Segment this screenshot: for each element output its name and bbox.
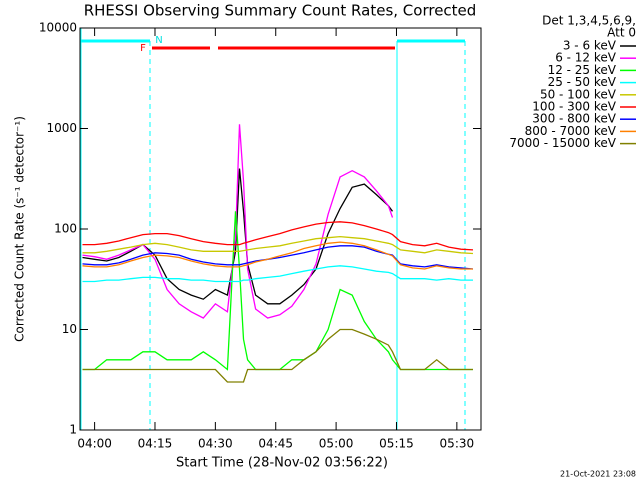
y-axis-label: Corrected Count Rate (s⁻¹ detector⁻¹) bbox=[13, 116, 27, 342]
y-tick-label: 1 bbox=[69, 423, 77, 437]
legend-header: Det 1,3,4,5,6,9, bbox=[542, 14, 636, 28]
legend-label: 800 - 7000 keV bbox=[525, 124, 617, 138]
legend-label: 50 - 100 keV bbox=[540, 87, 617, 101]
annotation: F bbox=[140, 43, 146, 54]
footer: 21-Oct-2021 23:08 bbox=[560, 470, 636, 479]
y-tick-label: 10000 bbox=[39, 21, 77, 35]
legend-label: 3 - 6 keV bbox=[563, 39, 617, 53]
y-tick-label: 1000 bbox=[46, 121, 77, 135]
x-tick-label: 05:15 bbox=[379, 437, 414, 451]
series-line bbox=[82, 235, 474, 255]
x-tick-label: 04:30 bbox=[198, 437, 233, 451]
x-tick-label: 04:15 bbox=[138, 437, 173, 451]
chart-title: RHESSI Observing Summary Count Rates, Co… bbox=[84, 2, 477, 20]
series-line bbox=[82, 221, 474, 251]
legend-label: 100 - 300 keV bbox=[532, 100, 616, 114]
series-line bbox=[82, 265, 473, 283]
x-tick-label: 04:45 bbox=[258, 437, 293, 451]
x-tick-label: 05:30 bbox=[440, 437, 475, 451]
x-tick-label: 04:00 bbox=[77, 437, 112, 451]
legend-label: 12 - 25 keV bbox=[548, 63, 617, 77]
annotation: N bbox=[155, 35, 162, 46]
legend-header: Att 0 bbox=[607, 26, 636, 40]
y-tick-label: 10 bbox=[62, 322, 77, 336]
x-axis-label: Start Time (28-Nov-02 03:56:22) bbox=[176, 456, 388, 471]
legend-label: 6 - 12 keV bbox=[555, 51, 617, 65]
x-tick-label: 05:00 bbox=[319, 437, 354, 451]
y-tick-label: 100 bbox=[54, 222, 77, 236]
legend-label: 300 - 800 keV bbox=[532, 112, 616, 126]
legend-label: 7000 - 15000 keV bbox=[509, 136, 616, 150]
series-line bbox=[82, 241, 473, 270]
series-line bbox=[82, 328, 473, 383]
legend-label: 25 - 50 keV bbox=[548, 75, 617, 89]
